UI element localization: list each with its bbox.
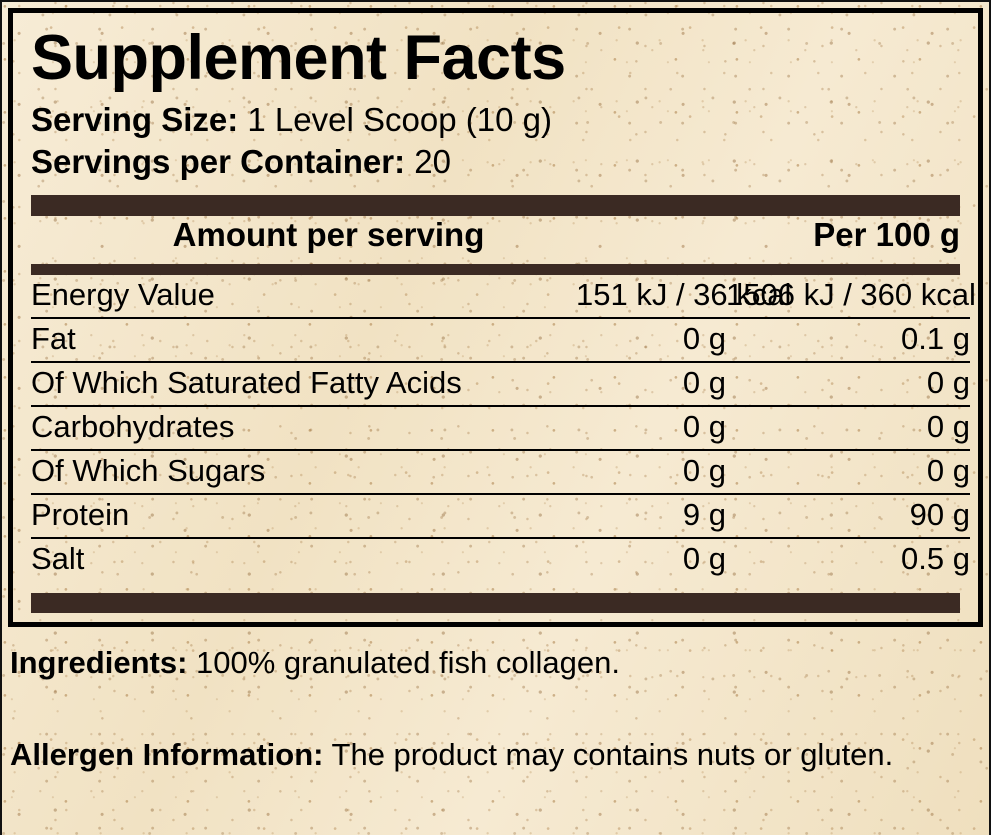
table-row: Salt 0 g 0.5 g bbox=[31, 538, 970, 581]
servings-per-container-label: Servings per Container: bbox=[31, 142, 406, 180]
nutrient-per-100g: 0 g bbox=[726, 449, 970, 495]
ingredients-label: Ingredients: bbox=[10, 645, 188, 680]
serving-size-label: Serving Size: bbox=[31, 101, 239, 138]
nutrient-name: Carbohydrates bbox=[31, 405, 576, 451]
nutrient-amount-per-serving: 0 g bbox=[576, 361, 726, 407]
nutrient-per-100g: 0.5 g bbox=[901, 540, 970, 576]
nutrient-amount-per-serving: 9 g bbox=[576, 493, 726, 539]
ingredients-block: Ingredients: 100% granulated fish collag… bbox=[10, 644, 979, 681]
footer-rule bbox=[31, 593, 960, 613]
nutrient-per-100g: 0 g bbox=[726, 361, 970, 407]
nutrient-per-100g: 1506 kJ / 360 kcal bbox=[726, 274, 976, 319]
nutrient-per-100g: 0 g bbox=[726, 405, 970, 451]
nutrient-name: Fat bbox=[31, 317, 576, 363]
nutrient-amount-per-serving: 151 kJ / 36 kcal bbox=[576, 274, 791, 319]
nutrient-name: Salt bbox=[31, 540, 85, 576]
serving-size-value: 1 Level Scoop (10 g) bbox=[247, 101, 552, 138]
nutrient-amount-per-serving: 0 g bbox=[576, 405, 726, 451]
nutrient-name: Of Which Saturated Fatty Acids bbox=[31, 361, 576, 407]
servings-per-container-line: Servings per Container: 20 bbox=[31, 141, 960, 183]
supplement-facts-panel: Supplement Facts Serving Size: 1 Level S… bbox=[8, 8, 983, 627]
nutrient-amount-per-serving: 0 g bbox=[576, 449, 726, 495]
nutrient-name: Energy Value bbox=[31, 274, 576, 319]
table-row: Fat 0 g 0.1 g bbox=[31, 317, 970, 363]
allergen-label: Allergen Information: bbox=[10, 737, 324, 772]
column-header-per-100g: Per 100 g bbox=[813, 215, 960, 253]
nutrient-name: Of Which Sugars bbox=[31, 449, 576, 495]
allergen-text: The product may contains nuts or gluten. bbox=[331, 737, 894, 772]
table-column-header: Amount per serving Per 100 g bbox=[31, 216, 960, 264]
header-rule-top bbox=[31, 194, 960, 216]
ingredients-text: 100% granulated fish collagen. bbox=[196, 645, 620, 680]
nutrient-per-100g: 90 g bbox=[726, 493, 970, 539]
nutrient-name: Protein bbox=[31, 493, 576, 539]
allergen-block: Allergen Information: The product may co… bbox=[10, 735, 979, 774]
nutrient-per-100g: 0.1 g bbox=[726, 317, 970, 363]
header-rule-bottom bbox=[31, 263, 960, 275]
serving-size-line: Serving Size: 1 Level Scoop (10 g) bbox=[31, 99, 960, 141]
page-title: Supplement Facts bbox=[31, 23, 566, 93]
nutrition-table: Energy Value 151 kJ / 36 kcal 1506 kJ / 36… bbox=[31, 274, 976, 581]
servings-per-container-value: 20 bbox=[414, 142, 451, 180]
table-row: Protein 9 g 90 g bbox=[31, 493, 970, 539]
column-header-amount-per-serving: Amount per serving bbox=[172, 215, 485, 253]
table-row: Energy Value 151 kJ / 36 kcal 1506 kJ / 36… bbox=[31, 274, 976, 319]
nutrient-amount-per-serving: 0 g bbox=[682, 540, 726, 576]
nutrient-amount-per-serving: 0 g bbox=[576, 317, 726, 363]
